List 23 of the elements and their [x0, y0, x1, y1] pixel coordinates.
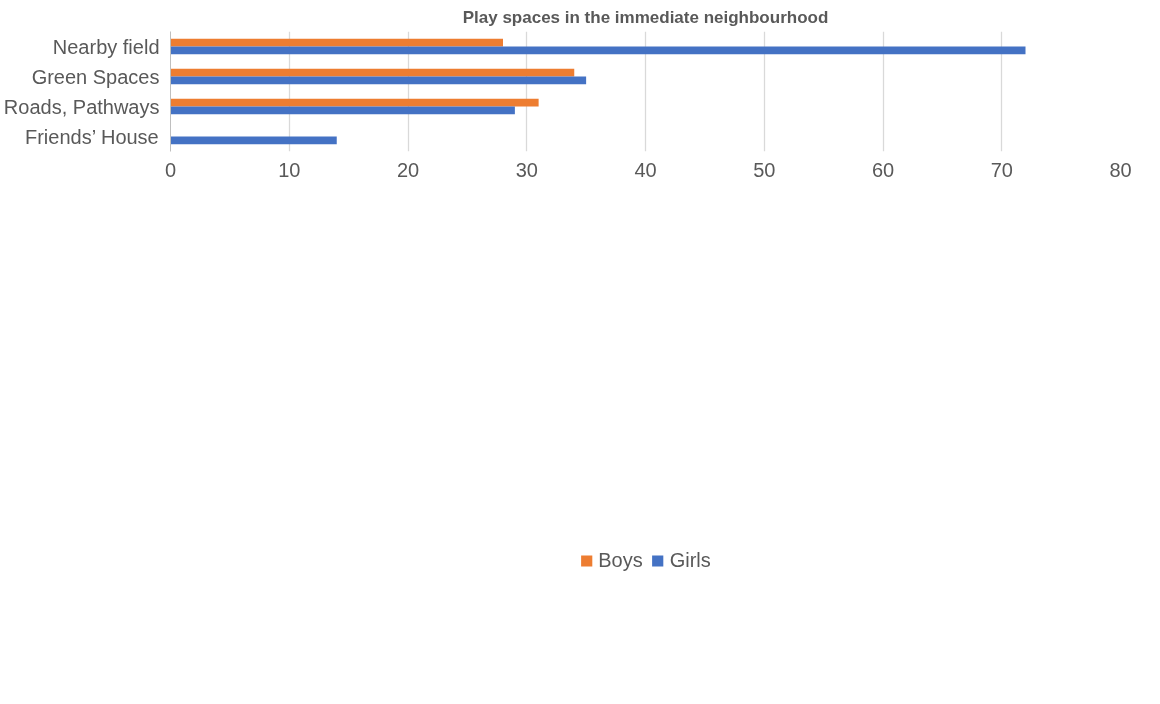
legend-label: Boys	[598, 548, 643, 572]
y-tick-label: Roads, Pathways	[3, 95, 160, 118]
bar	[170, 46, 1026, 55]
bar	[170, 76, 587, 85]
bar	[170, 38, 503, 47]
y-tick-label: Green Spaces	[31, 65, 160, 88]
x-tick-label: 50	[753, 158, 776, 181]
bar	[170, 98, 539, 107]
y-tick-label: Nearby field	[52, 35, 160, 58]
x-tick-label: 70	[990, 158, 1013, 181]
x-tick-label: 40	[634, 158, 657, 181]
y-tick-label: Friends’ House	[25, 125, 159, 148]
x-tick-label: 10	[278, 158, 301, 181]
bar	[170, 106, 515, 115]
x-tick-label: 30	[515, 158, 538, 181]
legend-label: Girls	[669, 548, 711, 572]
x-tick-label: 0	[164, 158, 177, 181]
chart-title: Play spaces in the immediate neighbourhood	[462, 7, 829, 27]
x-tick-label: 60	[871, 158, 895, 181]
x-tick-label: 20	[396, 158, 420, 181]
x-tick-label: 80	[1109, 158, 1132, 181]
bar	[170, 136, 337, 145]
bar	[170, 68, 575, 77]
